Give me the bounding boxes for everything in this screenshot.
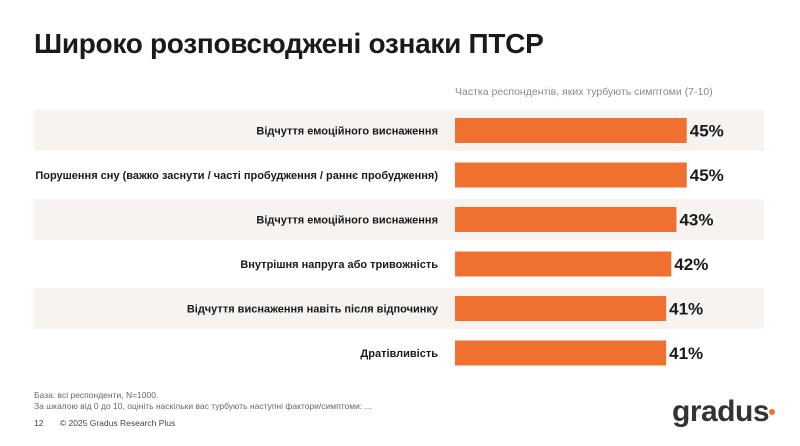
value-label: 45% [690, 166, 724, 185]
bar [455, 340, 667, 366]
category-label: Відчуття емоційного виснаження [256, 215, 438, 227]
bar [455, 118, 687, 143]
footer: 12 © 2025 Gradus Research Plus [34, 418, 175, 428]
gradus-logo: gradus [672, 395, 770, 428]
category-label: Дратівливість [360, 348, 438, 360]
bar [455, 162, 687, 188]
bar [455, 207, 677, 232]
value-label: 42% [674, 255, 708, 274]
category-label: Відчуття виснаження навіть після відпочи… [187, 304, 439, 316]
page-title: Широко розповсюджені ознаки ПТСР [34, 28, 544, 59]
logo-dot [769, 409, 775, 415]
value-label: 41% [669, 344, 703, 363]
category-label: Відчуття емоційного виснаження [256, 126, 438, 138]
category-label: Порушення сну (важко заснути / часті про… [35, 170, 438, 182]
value-label: 43% [679, 211, 713, 230]
copyright: © 2025 Gradus Research Plus [59, 418, 176, 428]
value-label: 41% [669, 300, 703, 319]
page-number: 12 [34, 418, 44, 428]
footnote-question: За шкалою від 0 до 10, оцініть наскільки… [34, 401, 372, 411]
footnote-base: База: всі респонденти, N=1000. [34, 390, 159, 400]
bar [455, 296, 667, 321]
chart-subtitle: Частка респондентів, яких турбують симпт… [455, 86, 713, 98]
bar [455, 251, 672, 277]
category-label: Внутрішня напруга або тривожність [240, 259, 438, 271]
value-label: 45% [690, 122, 724, 141]
